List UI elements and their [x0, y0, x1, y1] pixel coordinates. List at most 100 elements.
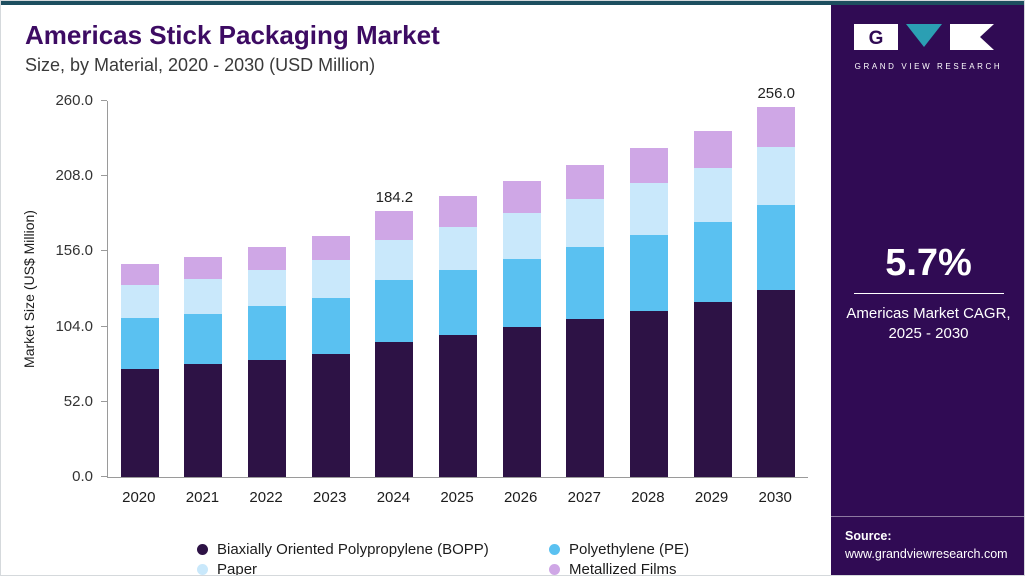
y-tick-mark	[101, 325, 107, 327]
bar-segment-metallized-films	[757, 106, 796, 147]
bar-segment-bopp	[629, 310, 668, 477]
chart-subtitle: Size, by Material, 2020 - 2030 (USD Mill…	[25, 54, 376, 75]
bar-segment-pe	[502, 259, 541, 328]
bar-segment-paper	[120, 284, 159, 318]
bar-segment-metallized-films	[248, 247, 287, 271]
bar-stack	[120, 264, 159, 477]
bar-segment-bopp	[311, 354, 350, 477]
bar-stack	[757, 106, 796, 477]
bar-segment-pe	[248, 306, 287, 360]
x-axis-label: 2020	[122, 489, 156, 506]
y-tick-mark	[101, 175, 107, 177]
sidebar: G GRAND VIEW RESEARCH 5.7% Americas Mark…	[831, 5, 1024, 575]
bar-segment-bopp	[439, 335, 478, 477]
bar-segment-metallized-films	[566, 165, 605, 199]
x-axis-label: 2025	[440, 489, 474, 506]
x-axis-label: 2030	[758, 489, 792, 506]
bar-segment-paper	[502, 213, 541, 260]
bar-group-2029	[681, 101, 745, 477]
x-axis-label: 2021	[185, 489, 220, 506]
bar-group-2028	[617, 101, 681, 477]
bar-group-2024: 184.2	[363, 101, 427, 477]
y-tick-mark	[101, 400, 107, 402]
legend-item-metallized-films: Metallized Films	[549, 561, 689, 576]
bar-segment-metallized-films	[311, 235, 350, 261]
bar-segment-metallized-films	[629, 148, 668, 184]
cagr-caption-line2: 2025 - 2030	[888, 325, 969, 343]
cagr-divider	[853, 293, 1004, 295]
source-label: Source:	[845, 528, 892, 543]
bar-stack	[502, 181, 541, 477]
bar-segment-paper	[566, 198, 605, 248]
bar-segment-metallized-films	[693, 130, 732, 168]
bar-segment-paper	[311, 260, 350, 298]
y-tick-label: 260.0	[55, 92, 93, 109]
x-axis-label: 2024	[376, 489, 411, 506]
bar-group-2023	[299, 101, 363, 477]
legend-label: Metallized Films	[569, 561, 677, 576]
bar-segment-pe	[311, 297, 350, 355]
bar-segment-pe	[566, 247, 605, 320]
plot-area: 184.2 256.0	[107, 85, 808, 478]
legend-bullet-icon	[549, 544, 560, 555]
bar-segment-bopp	[375, 341, 414, 477]
bar-group-2027	[553, 101, 617, 477]
bar-stack	[375, 210, 414, 477]
x-axis-label: 2029	[694, 489, 729, 506]
plot-bars: 184.2 256.0	[108, 85, 808, 477]
source-url: www.grandviewresearch.com	[845, 546, 1008, 561]
bar-stack	[566, 165, 605, 477]
bar-stack	[693, 130, 732, 477]
legend-bullet-icon	[197, 564, 208, 575]
source-block: Source: www.grandviewresearch.com	[831, 515, 1024, 575]
bar-segment-pe	[629, 234, 668, 311]
x-axis-label: 2028	[631, 489, 665, 506]
bar-segment-metallized-films	[120, 264, 159, 285]
legend-item-pe: Polyethylene (PE)	[549, 541, 689, 558]
bar-segment-pe	[439, 270, 478, 336]
svg-text:G: G	[868, 28, 883, 49]
legend: Biaxially Oriented Polypropylene (BOPP) P…	[197, 541, 689, 576]
chart-panel: Americas Stick Packaging Market Size, by…	[1, 5, 831, 576]
bar-segment-pe	[757, 205, 796, 291]
y-axis-title: Market Size (US$ Million)	[21, 210, 37, 368]
y-tick-label: 52.0	[63, 392, 93, 410]
y-tick-label: 0.0	[72, 468, 93, 485]
legend-label: Biaxially Oriented Polypropylene (BOPP)	[217, 541, 489, 558]
legend-item-paper: Paper	[197, 561, 549, 576]
y-axis: 0.0 52.0 104.0 156.0 208.0 260.0	[37, 92, 107, 485]
y-tick-mark	[101, 250, 107, 252]
bar-segment-paper	[439, 226, 478, 271]
bar-segment-paper	[693, 167, 732, 222]
x-axis-label: 2022	[249, 489, 283, 506]
cagr-value: 5.7%	[885, 242, 972, 285]
cagr-caption: Americas Market CAGR, 2025 - 2030	[839, 304, 1018, 345]
cagr-caption-line1: Americas Market CAGR,	[846, 305, 1011, 323]
bar-segment-metallized-films	[375, 210, 414, 240]
bar-segment-bopp	[184, 364, 223, 477]
bar-segment-metallized-films	[439, 196, 478, 227]
bar-group-2025	[426, 101, 490, 477]
y-tick-label: 156.0	[55, 242, 93, 260]
bar-group-2020	[108, 101, 172, 477]
bar-stack	[629, 148, 668, 477]
legend-label: Paper	[217, 561, 258, 576]
gvr-logo: G GRAND VIEW RESEARCH	[853, 23, 1004, 71]
y-tick-label: 104.0	[55, 317, 93, 335]
x-axis-label: 2026	[503, 489, 538, 506]
bar-segment-pe	[375, 280, 414, 342]
gvr-logo-icon: G	[853, 24, 994, 50]
bar-segment-bopp	[502, 327, 541, 477]
y-tick-mark	[101, 476, 107, 477]
x-axis: 2020 2021 2022 2023 2024 2025 2026 2027 2028 2029…	[107, 481, 807, 506]
bar-segment-pe	[184, 313, 223, 365]
bar-segment-pe	[693, 221, 732, 303]
bar-value-label: 256.0	[757, 84, 795, 102]
bar-segment-paper	[629, 183, 668, 235]
cagr-block: 5.7% Americas Market CAGR, 2025 - 2030	[831, 242, 1024, 345]
chart-title: Americas Stick Packaging Market	[25, 20, 440, 50]
bar-group-2022	[235, 101, 299, 477]
bar-group-2026	[490, 101, 554, 477]
gvr-logo-text: GRAND VIEW RESEARCH	[854, 62, 1003, 71]
